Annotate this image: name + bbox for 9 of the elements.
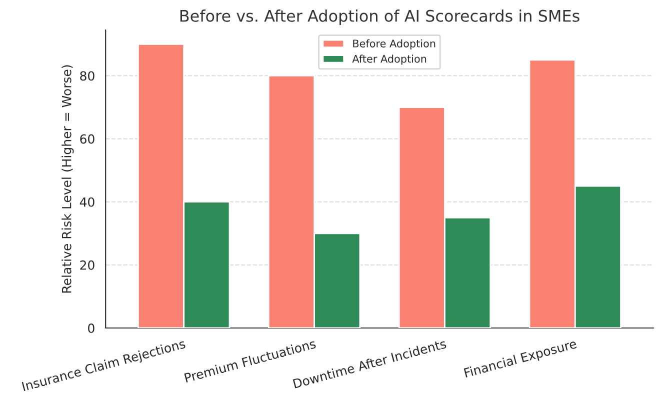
- legend-label: Before Adoption: [353, 39, 436, 50]
- legend-label: After Adoption: [352, 54, 426, 65]
- y-axis-title: Relative Risk Level (Higher = Worse): [62, 65, 74, 293]
- y-tick-label: 0: [88, 323, 94, 333]
- chart-title: Before vs. After Adoption of AI Scorecards in SMEs: [180, 10, 580, 25]
- y-tick-label: 80: [80, 71, 94, 81]
- y-tick-label: 60: [80, 134, 94, 144]
- y-tick-label: 20: [80, 260, 94, 270]
- y-tick-label: 40: [80, 197, 94, 207]
